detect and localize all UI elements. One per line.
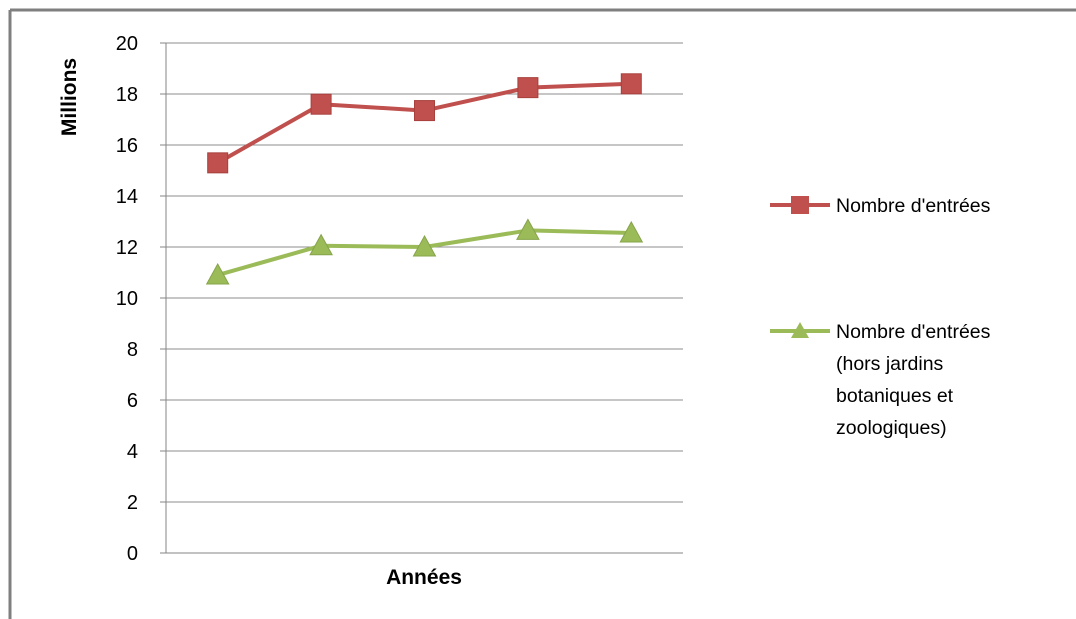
y-tick-label: 2 <box>127 492 138 514</box>
data-point-triangle <box>205 263 230 285</box>
data-point-square <box>207 152 229 174</box>
legend: Nombre d'entrées Nombre d'entrées (hors ja… <box>770 195 991 439</box>
y-axis-label: Millions <box>58 58 81 136</box>
legend-label-line: Nombre d'entrées <box>836 195 991 217</box>
data-point-triangle <box>619 220 644 243</box>
data-point-square <box>620 73 642 95</box>
y-tick-label: 14 <box>116 186 138 208</box>
y-tick-label: 4 <box>127 441 138 463</box>
data-point-triangle <box>309 233 333 256</box>
series-line <box>216 81 632 165</box>
y-tick-label: 6 <box>127 390 138 412</box>
data-point-square <box>414 100 435 122</box>
legend-label-line: botaniques et <box>836 385 954 407</box>
series-layer <box>205 73 644 285</box>
y-tick-label: 18 <box>116 84 138 106</box>
y-tick-label: 16 <box>116 135 138 157</box>
data-point-square <box>310 93 332 115</box>
data-point-triangle <box>412 234 437 257</box>
legend-label-line: Nombre d'entrées <box>836 321 991 343</box>
legend-marker-triangle <box>791 322 809 338</box>
y-tick-label: 12 <box>116 237 138 259</box>
data-point-triangle <box>516 218 540 240</box>
data-point-square <box>517 77 539 99</box>
legend-marker-square <box>791 196 809 214</box>
legend-label-line: (hors jardins <box>836 353 944 375</box>
legend-label-line: zoologiques) <box>836 417 947 439</box>
y-tick-label: 0 <box>127 543 138 565</box>
y-tick-label: 10 <box>116 288 138 310</box>
legend-label: Nombre d'entrées (hors jardins botaniques … <box>836 321 991 439</box>
y-tick-label: 20 <box>116 33 138 55</box>
y-tick-label: 8 <box>127 339 138 361</box>
legend-label: Nombre d'entrées <box>836 195 991 217</box>
y-axis-ticks: 0 2 4 6 8 10 12 14 16 18 20 <box>116 33 138 565</box>
x-axis-label: Années <box>386 566 462 589</box>
